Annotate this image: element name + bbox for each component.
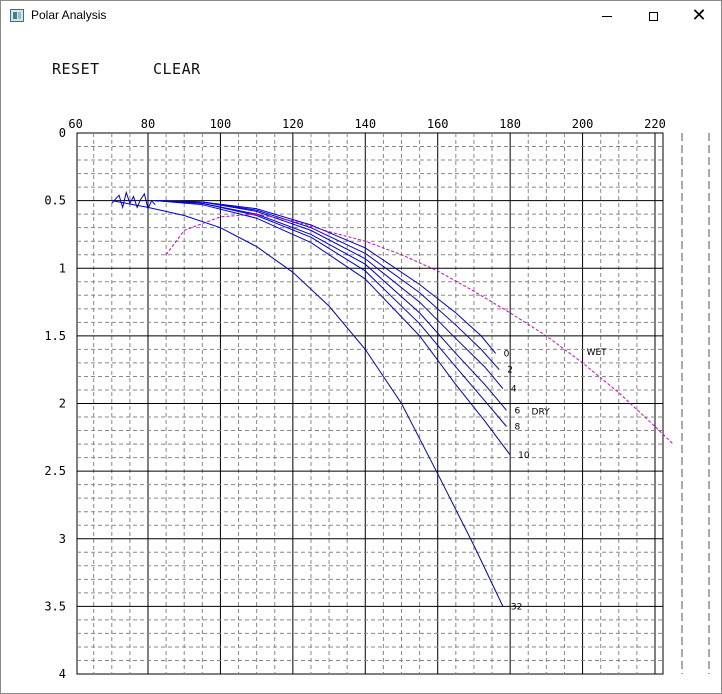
curve-wet — [165, 213, 674, 445]
curve-label-wet: WET — [587, 348, 608, 358]
curve-label-32: 32 — [511, 602, 522, 612]
x-tick-label: 140 — [354, 117, 376, 131]
curve-label-0: 0 — [504, 349, 510, 359]
curve-label-dry: DRY — [532, 407, 551, 417]
title-bar[interactable]: Polar Analysis ✕ — [1, 1, 721, 31]
app-window-icon — [10, 9, 24, 22]
x-tick-label: 100 — [210, 117, 232, 131]
y-tick-label: 0.5 — [44, 194, 66, 208]
curve-32 — [111, 200, 504, 607]
y-tick-label: 0 — [59, 126, 66, 140]
reset-button[interactable]: RESET — [52, 60, 100, 78]
window-title: Polar Analysis — [31, 8, 107, 22]
curve-0 — [155, 200, 497, 354]
x-tick-label: 160 — [427, 117, 449, 131]
x-tick-label: 180 — [499, 117, 521, 131]
y-tick-label: 1 — [59, 261, 66, 275]
curve-label-10: 10 — [518, 451, 530, 461]
curve-label-4: 4 — [511, 385, 517, 395]
y-tick-label: 2 — [59, 397, 66, 411]
x-tick-label: 60 — [68, 117, 82, 131]
chart-curves — [111, 190, 674, 607]
maximize-button[interactable] — [630, 1, 676, 31]
curve-10 — [155, 200, 511, 456]
clear-button[interactable]: CLEAR — [153, 60, 201, 78]
curve-label-8: 8 — [515, 422, 521, 432]
curve-label-6: 6 — [515, 406, 521, 416]
y-tick-label: 3 — [59, 532, 66, 546]
y-tick-label: 3.5 — [44, 599, 66, 613]
right-scroll-guides[interactable] — [681, 133, 710, 674]
minimize-icon — [602, 15, 612, 17]
maximize-icon — [648, 11, 658, 21]
x-tick-label: 220 — [644, 117, 666, 131]
x-tick-label: 120 — [282, 117, 304, 131]
x-tick-label: 80 — [141, 117, 155, 131]
curve-8 — [155, 200, 507, 427]
chart-grid — [76, 132, 664, 675]
curve-label-2: 2 — [507, 366, 513, 376]
y-tick-label: 2.5 — [44, 464, 66, 478]
minimize-button[interactable] — [584, 1, 630, 31]
close-icon: ✕ — [691, 5, 707, 26]
curve-4 — [155, 200, 504, 389]
close-button[interactable]: ✕ — [676, 1, 722, 31]
y-tick-label: 4 — [59, 667, 66, 681]
chart-ticks: 60 80 100 120 140 160 180 200 22000.511.522.533.… — [44, 117, 666, 681]
chart-curve-labels: 0 2 4 6 8 10 32 DRY WET — [504, 348, 607, 612]
y-tick-label: 1.5 — [44, 329, 66, 343]
x-tick-label: 200 — [572, 117, 594, 131]
